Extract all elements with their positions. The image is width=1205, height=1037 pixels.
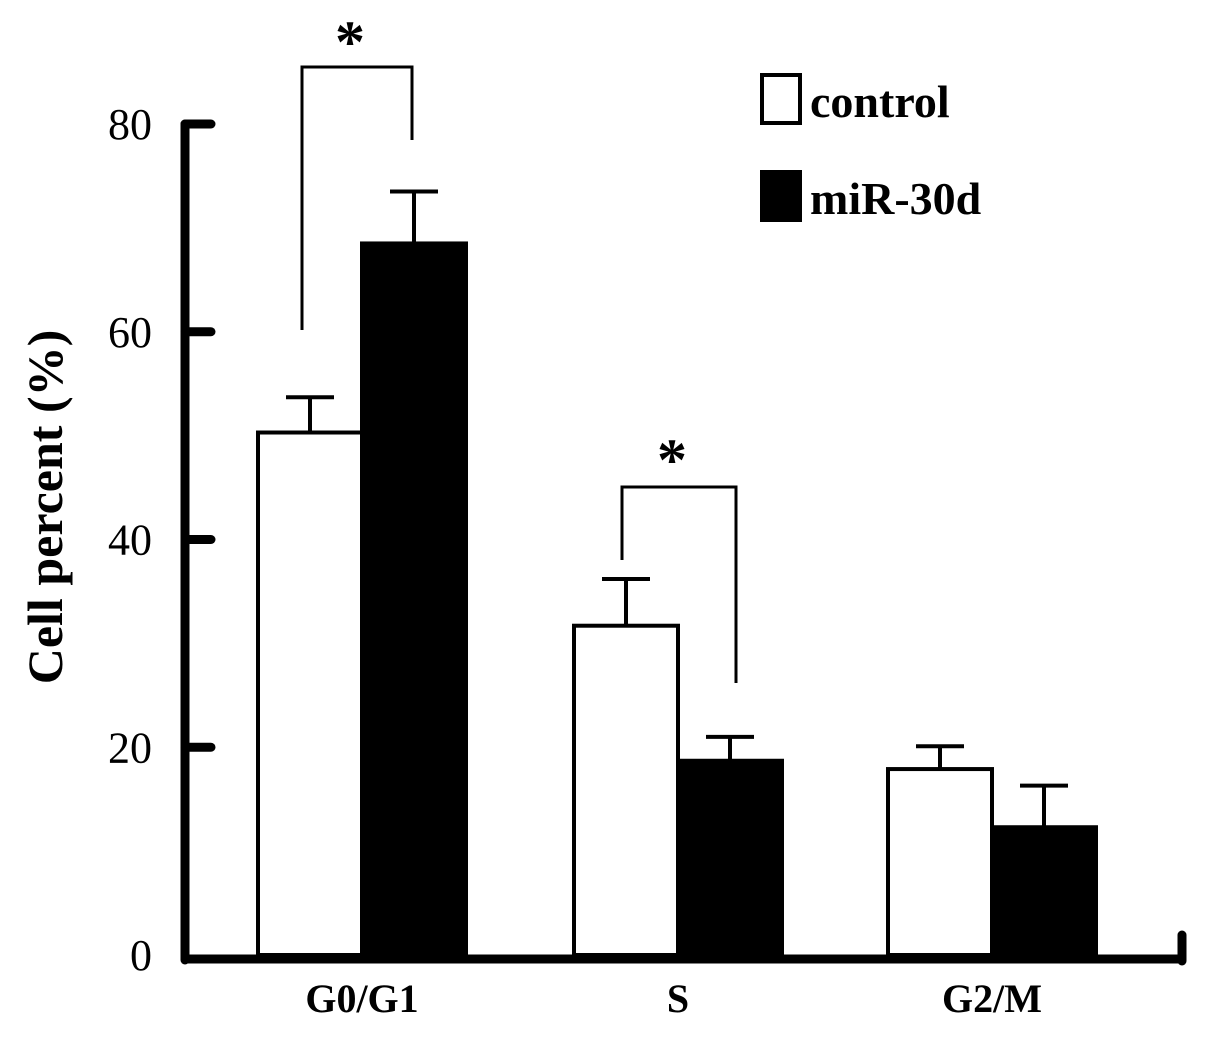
x-tick-label-G2/M: G2/M: [942, 976, 1042, 1021]
bar-control-G2/M: [886, 767, 994, 957]
bar-control-G0/G1: [256, 430, 364, 958]
legend-label-miR-30d: miR-30d: [810, 173, 982, 224]
bar-miR-30d-G0/G1: [360, 241, 468, 958]
y-tick-label-60: 60: [108, 308, 152, 357]
bars: G0/G1 S G2/M * *: [256, 9, 1098, 1021]
significance-bracket-G0/G1: [300, 65, 414, 330]
bar-control-S: [572, 623, 680, 957]
y-tick-label-20: 20: [108, 723, 152, 772]
x-tick-label-G0/G1: G0/G1: [305, 976, 418, 1021]
significance-star-S: *: [657, 427, 687, 493]
legend-label-control: control: [810, 76, 950, 127]
y-tick-label-40: 40: [108, 516, 152, 565]
y-tick-label-0: 0: [130, 931, 152, 980]
significance-bracket-S: [620, 485, 738, 683]
axes: 0 20 40 60 80: [108, 100, 1187, 980]
significance-star-G0/G1: *: [335, 9, 365, 75]
bar-miR-30d-S: [676, 758, 784, 957]
y-axis-label: Cell percent (%): [17, 330, 73, 685]
x-tick-label-S: S: [667, 976, 689, 1021]
y-tick-label-80: 80: [108, 100, 152, 149]
legend-swatch-control: [760, 73, 802, 125]
legend-swatch-miR-30d: [760, 170, 802, 222]
legend: control miR-30d: [760, 73, 982, 224]
bar-miR-30d-G2/M: [990, 825, 1098, 958]
